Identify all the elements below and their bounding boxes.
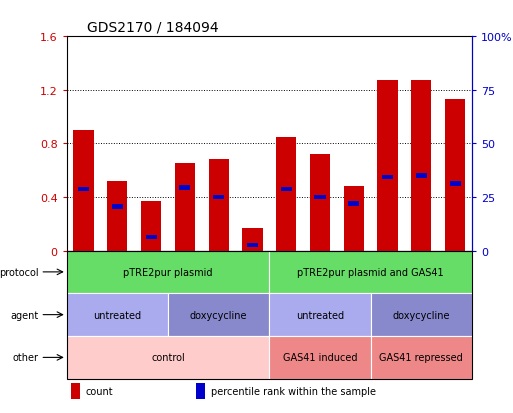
Text: control: control [151,353,185,363]
Bar [276,138,297,251]
Bar [269,294,370,336]
Bar [196,383,205,399]
Bar [107,181,127,251]
Bar [67,336,269,379]
Text: percentile rank within the sample: percentile rank within the sample [211,386,377,396]
Bar [213,195,224,200]
Bar [378,81,398,251]
Text: pTRE2pur plasmid and GAS41: pTRE2pur plasmid and GAS41 [298,267,444,277]
Text: GDS2170 / 184094: GDS2170 / 184094 [87,21,219,35]
Bar [269,336,370,379]
Bar [67,294,168,336]
Bar [67,251,269,294]
Bar [416,174,427,178]
Bar [370,294,472,336]
Bar [382,175,393,180]
Bar [348,202,359,206]
Bar [370,336,472,379]
Text: GAS41 induced: GAS41 induced [283,353,357,363]
Text: doxycycline: doxycycline [392,310,450,320]
Bar [146,235,156,240]
Bar [269,251,472,294]
Text: other: other [12,353,38,363]
Bar [73,131,94,251]
Text: pTRE2pur plasmid: pTRE2pur plasmid [123,267,213,277]
Bar [67,251,472,379]
Bar [78,187,89,192]
Bar [242,228,263,251]
Bar [344,187,364,251]
Text: doxycycline: doxycycline [190,310,247,320]
Bar [168,294,269,336]
Text: untreated: untreated [93,310,142,320]
Bar [310,155,330,251]
Bar [445,100,465,251]
Text: GAS41 repressed: GAS41 repressed [380,353,463,363]
Text: untreated: untreated [296,310,344,320]
Bar [411,81,431,251]
Bar [314,195,326,200]
Bar [281,187,292,192]
Text: protocol: protocol [0,267,38,277]
Bar [449,182,461,186]
Bar [175,164,195,251]
Text: agent: agent [10,310,38,320]
Bar [247,243,258,248]
Bar [112,204,123,209]
Bar [208,160,229,251]
Text: count: count [86,386,113,396]
Bar [180,186,190,190]
Bar [71,383,80,399]
Bar [141,202,161,251]
